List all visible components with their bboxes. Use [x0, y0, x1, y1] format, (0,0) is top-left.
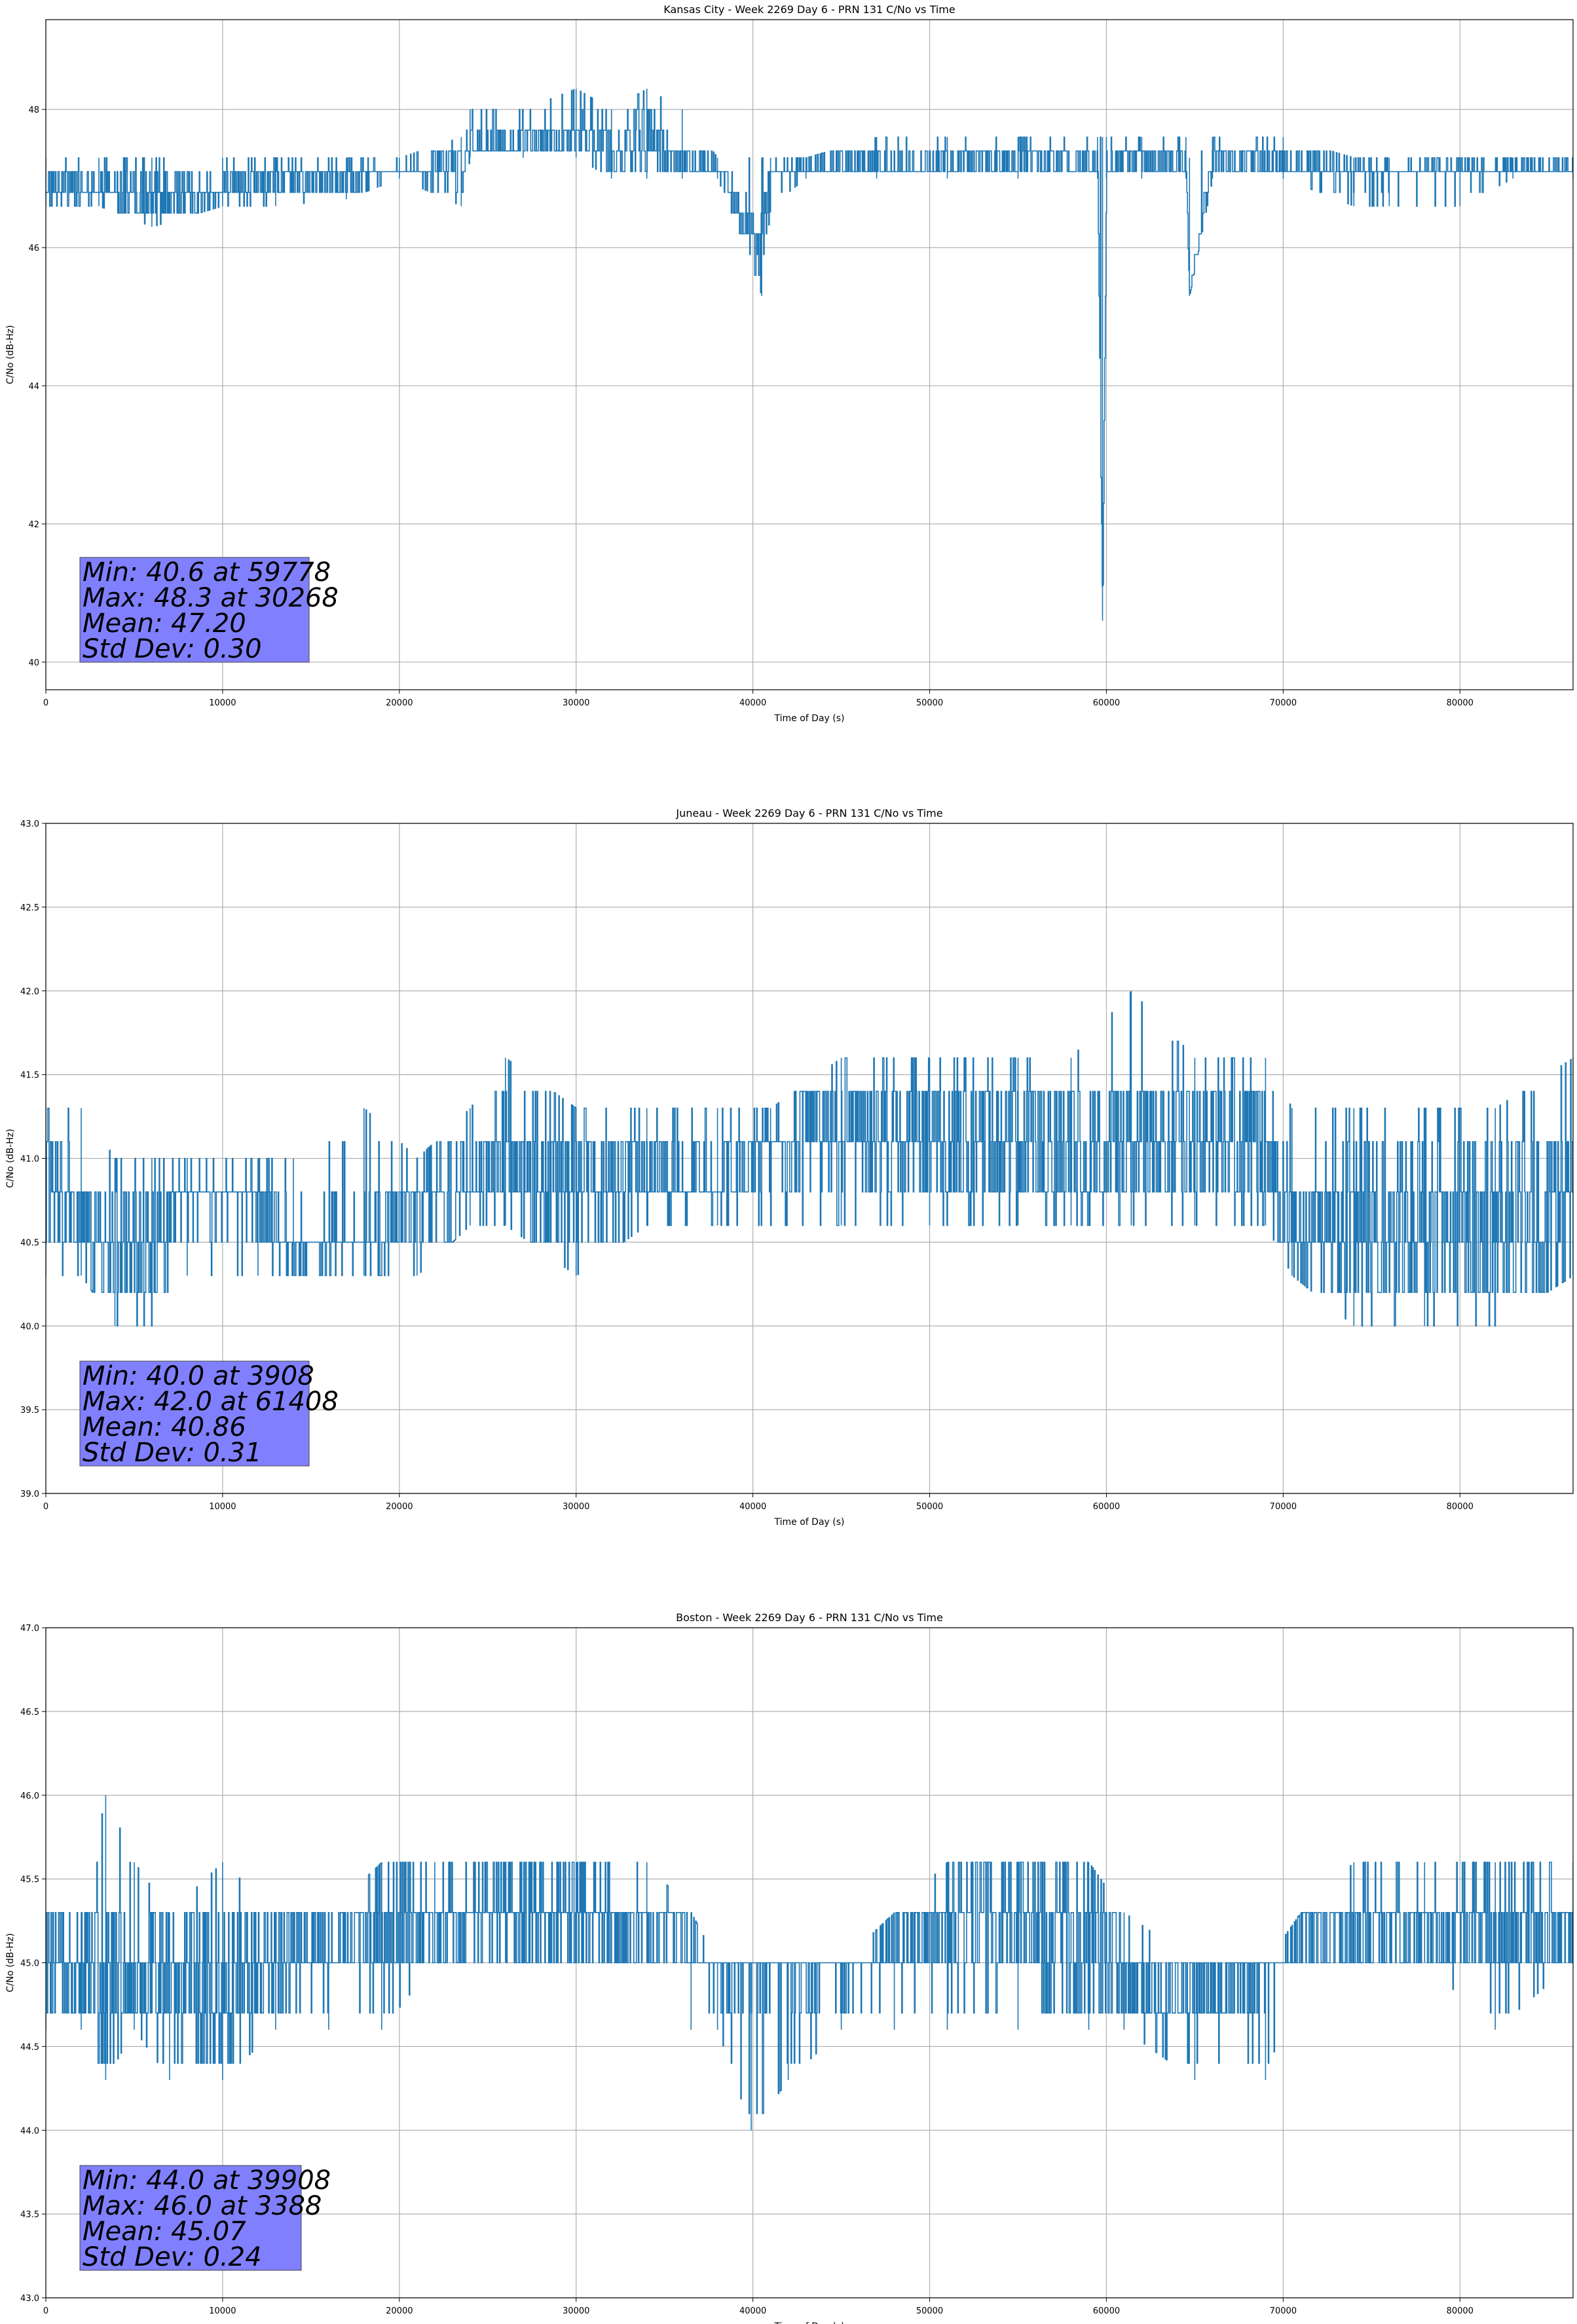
- y-tick-label: 44: [28, 382, 39, 392]
- y-tick-label: 44.5: [20, 2042, 39, 2052]
- y-tick-label: 46: [28, 244, 39, 253]
- x-tick-label: 20000: [386, 698, 413, 708]
- x-tick-label: 50000: [916, 2306, 943, 2316]
- stats-box: [79, 557, 310, 663]
- stats-line: Min: 40.6 at 59778: [83, 557, 331, 588]
- y-tick-label: 46.0: [20, 1791, 39, 1801]
- stats-line: Max: 48.3 at 30268: [83, 583, 339, 613]
- x-tick-label: 70000: [1270, 2306, 1297, 2316]
- x-tick-label: 30000: [563, 1502, 589, 1512]
- stats-line: Std Dev: 0.30: [83, 634, 262, 664]
- y-axis-label: C/No (dB-Hz): [5, 1933, 16, 1992]
- x-tick-label: 0: [43, 698, 48, 708]
- y-tick-label: 41.5: [20, 1071, 39, 1081]
- stats-line: Std Dev: 0.31: [83, 1438, 262, 1468]
- y-tick-label: 45.5: [20, 1875, 39, 1885]
- stats-line: Mean: 45.07: [83, 2217, 246, 2247]
- y-tick-label: 40.5: [20, 1238, 39, 1248]
- stats-box: [79, 1360, 310, 1467]
- chart-panel-0: 0 10000 20000 30000 40000 50000 60000 70000 8000…: [5, 3, 1574, 724]
- series-line: [46, 1795, 1573, 2131]
- y-axis-label: C/No (dB-Hz): [5, 1129, 16, 1188]
- stats-box: [79, 2165, 302, 2271]
- y-tick-label: 39.0: [20, 1490, 39, 1499]
- chart-title: Juneau - Week 2269 Day 6 - PRN 131 C/No …: [675, 807, 942, 819]
- y-tick-label: 42: [28, 520, 39, 530]
- chart-panel-1: 0 10000 20000 30000 40000 50000 60000 70000 8000…: [5, 807, 1574, 1527]
- chart-title: Boston - Week 2269 Day 6 - PRN 131 C/No …: [676, 1611, 943, 1624]
- x-tick-label: 10000: [209, 1502, 236, 1512]
- x-tick-label: 20000: [386, 2306, 413, 2316]
- x-tick-label: 60000: [1093, 698, 1120, 708]
- x-tick-label: 70000: [1270, 698, 1297, 708]
- y-tick-label: 43.5: [20, 2210, 39, 2220]
- x-tick-label: 80000: [1447, 698, 1474, 708]
- stats-line: Mean: 40.86: [83, 1412, 246, 1442]
- x-tick-label: 40000: [739, 698, 766, 708]
- stats-line: Min: 44.0 at 39908: [83, 2165, 331, 2196]
- y-tick-label: 39.5: [20, 1406, 39, 1415]
- series-line: [46, 88, 1573, 621]
- x-tick-label: 40000: [739, 2306, 766, 2316]
- x-tick-label: 30000: [563, 2306, 589, 2316]
- x-tick-label: 40000: [739, 1502, 766, 1512]
- x-tick-label: 60000: [1093, 1502, 1120, 1512]
- x-tick-label: 0: [43, 2306, 48, 2316]
- x-tick-label: 80000: [1447, 2306, 1474, 2316]
- y-tick-label: 43.0: [20, 819, 39, 829]
- stats-line: Max: 46.0 at 3388: [83, 2191, 322, 2221]
- x-tick-label: 0: [43, 1502, 48, 1512]
- plot-frame: [45, 19, 1574, 690]
- stats-line: Std Dev: 0.24: [83, 2242, 262, 2272]
- x-axis-label: Time of Day (s): [774, 2321, 845, 2324]
- x-tick-label: 80000: [1447, 1502, 1474, 1512]
- y-tick-label: 46.5: [20, 1708, 39, 1717]
- chart-title: Kansas City - Week 2269 Day 6 - PRN 131 …: [663, 3, 955, 16]
- x-tick-label: 30000: [563, 698, 589, 708]
- y-tick-label: 43.0: [20, 2294, 39, 2304]
- stats-line: Min: 40.0 at 3908: [83, 1361, 314, 1391]
- y-tick-label: 44.0: [20, 2126, 39, 2136]
- x-axis-label: Time of Day (s): [774, 713, 845, 724]
- x-tick-label: 50000: [916, 698, 943, 708]
- x-tick-label: 20000: [386, 1502, 413, 1512]
- x-tick-label: 50000: [916, 1502, 943, 1512]
- y-tick-label: 48: [28, 105, 39, 115]
- chart-panel-2: 0 10000 20000 30000 40000 50000 60000 70000 8000…: [5, 1611, 1574, 2324]
- series-line: [46, 990, 1573, 1327]
- y-tick-label: 42.0: [20, 987, 39, 997]
- x-tick-label: 10000: [209, 698, 236, 708]
- x-tick-label: 70000: [1270, 1502, 1297, 1512]
- x-tick-label: 60000: [1093, 2306, 1120, 2316]
- x-axis-label: Time of Day (s): [774, 1517, 845, 1527]
- y-tick-label: 41.0: [20, 1155, 39, 1165]
- y-tick-label: 42.5: [20, 903, 39, 913]
- y-tick-label: 47.0: [20, 1624, 39, 1634]
- y-axis-label: C/No (dB-Hz): [5, 325, 16, 384]
- stats-line: Max: 42.0 at 61408: [83, 1387, 339, 1417]
- y-tick-label: 40.0: [20, 1322, 39, 1332]
- y-tick-label: 40: [28, 658, 39, 668]
- x-tick-label: 10000: [209, 2306, 236, 2316]
- y-tick-label: 45.0: [20, 1959, 39, 1969]
- stats-line: Mean: 47.20: [83, 609, 246, 639]
